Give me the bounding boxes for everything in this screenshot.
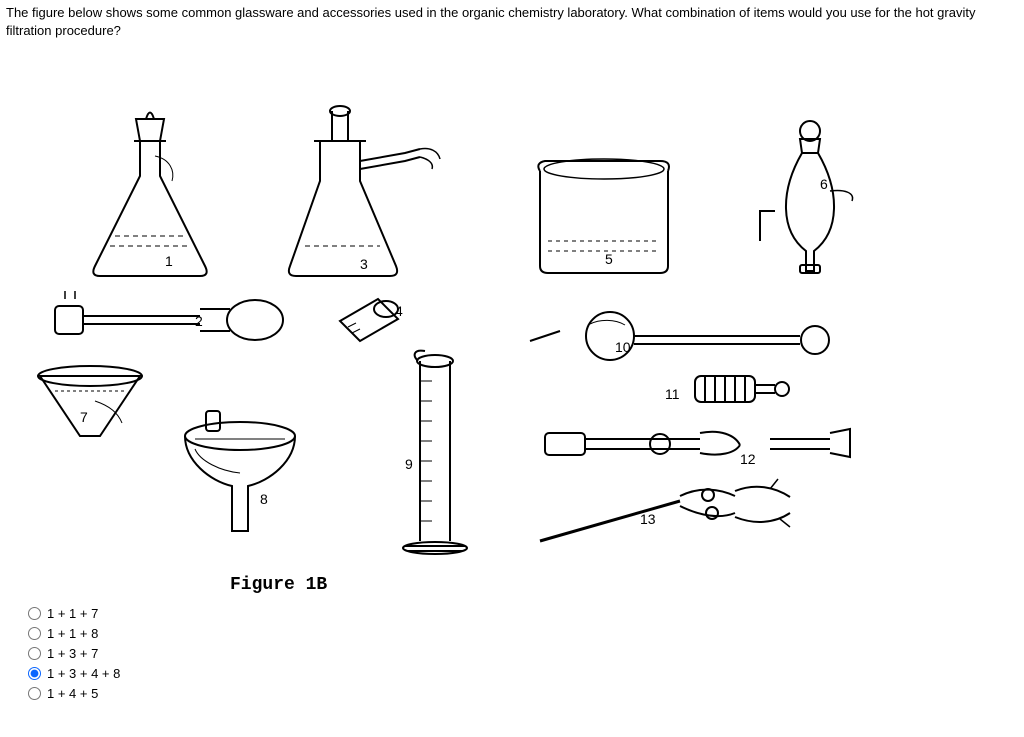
label-5: 5 — [605, 251, 613, 267]
option-2[interactable]: 1 + 3 + 7 — [28, 643, 1024, 663]
label-1: 1 — [165, 253, 173, 269]
utility-clamp-icon — [545, 429, 850, 457]
filter-flask-icon — [289, 106, 440, 276]
rubber-adapter-icon — [340, 299, 398, 341]
label-3: 3 — [360, 256, 368, 272]
option-0-radio[interactable] — [28, 607, 41, 620]
glassware-diagram — [0, 41, 1024, 571]
answer-options: 1 + 1 + 7 1 + 1 + 8 1 + 3 + 7 1 + 3 + 4 … — [0, 601, 1024, 703]
figure-area: 1 2 3 4 5 6 7 8 9 10 11 12 13 — [0, 41, 1024, 571]
option-4[interactable]: 1 + 4 + 5 — [28, 683, 1024, 703]
option-2-label: 1 + 3 + 7 — [47, 646, 98, 661]
option-1-radio[interactable] — [28, 627, 41, 640]
option-1-label: 1 + 1 + 8 — [47, 626, 98, 641]
option-3-radio[interactable] — [28, 667, 41, 680]
option-4-radio[interactable] — [28, 687, 41, 700]
beaker-icon — [538, 159, 669, 273]
label-11: 11 — [665, 386, 680, 402]
label-13: 13 — [640, 511, 656, 527]
graduated-cylinder-icon — [403, 351, 467, 554]
clamp-arm-icon — [530, 312, 829, 360]
pinch-clamp-icon — [695, 376, 789, 402]
question-text: The figure below shows some common glass… — [0, 0, 1024, 41]
option-3-label: 1 + 3 + 4 + 8 — [47, 666, 120, 681]
buchner-funnel-icon — [185, 411, 295, 531]
option-3[interactable]: 1 + 3 + 4 + 8 — [28, 663, 1024, 683]
label-7: 7 — [80, 409, 88, 425]
three-finger-clamp-icon — [540, 479, 790, 541]
label-4: 4 — [395, 303, 403, 319]
option-0-label: 1 + 1 + 7 — [47, 606, 98, 621]
figure-caption: Figure 1B — [0, 575, 1024, 595]
label-9: 9 — [405, 456, 413, 472]
option-2-radio[interactable] — [28, 647, 41, 660]
erlenmeyer-flask-1-icon — [93, 113, 206, 277]
label-12: 12 — [740, 451, 756, 467]
label-8: 8 — [260, 491, 268, 507]
label-2: 2 — [195, 313, 203, 329]
option-0[interactable]: 1 + 1 + 7 — [28, 603, 1024, 623]
separatory-funnel-icon — [760, 121, 853, 273]
clamp-holder-icon — [55, 291, 283, 340]
option-4-label: 1 + 4 + 5 — [47, 686, 98, 701]
option-1[interactable]: 1 + 1 + 8 — [28, 623, 1024, 643]
stemless-funnel-icon — [38, 366, 142, 436]
label-6: 6 — [820, 176, 828, 192]
label-10: 10 — [615, 339, 631, 355]
